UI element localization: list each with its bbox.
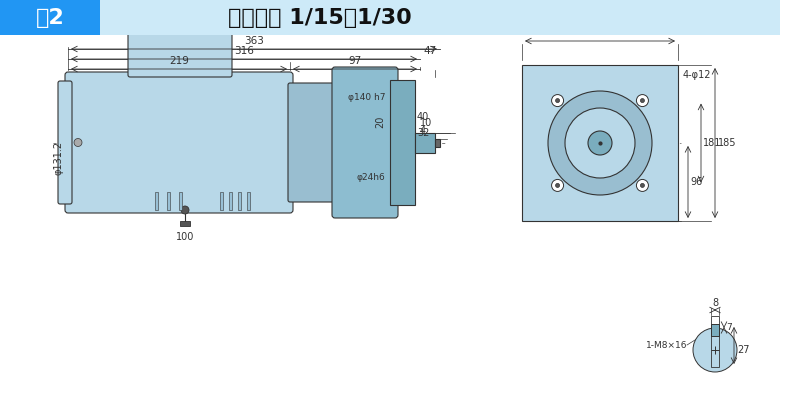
Bar <box>100 0 780 35</box>
FancyBboxPatch shape <box>65 72 293 213</box>
Text: φ131.2: φ131.2 <box>53 141 63 175</box>
Text: 4: 4 <box>420 126 426 136</box>
FancyBboxPatch shape <box>288 83 342 202</box>
Circle shape <box>693 328 737 372</box>
Text: 図2: 図2 <box>36 8 64 28</box>
FancyBboxPatch shape <box>58 81 72 204</box>
Circle shape <box>637 179 649 192</box>
Text: 1-M8×16: 1-M8×16 <box>646 341 687 350</box>
Circle shape <box>641 98 645 102</box>
Bar <box>711 324 719 336</box>
FancyBboxPatch shape <box>128 31 232 77</box>
Text: 181: 181 <box>703 138 722 148</box>
Circle shape <box>74 139 82 147</box>
Text: 20: 20 <box>375 115 385 128</box>
Circle shape <box>551 95 563 107</box>
Bar <box>435 139 440 147</box>
Circle shape <box>181 206 189 214</box>
Bar <box>238 192 241 210</box>
Circle shape <box>551 179 563 192</box>
Text: 47: 47 <box>423 46 437 56</box>
Text: 10: 10 <box>420 117 432 128</box>
Bar <box>0 0 100 35</box>
Bar <box>180 221 190 226</box>
Text: 4-φ12: 4-φ12 <box>683 70 711 80</box>
Text: 27: 27 <box>737 345 750 355</box>
Bar <box>220 192 223 210</box>
Circle shape <box>641 183 645 188</box>
Text: 7: 7 <box>726 323 732 332</box>
Text: 185: 185 <box>718 138 737 148</box>
Text: 8: 8 <box>712 298 718 308</box>
Text: 316: 316 <box>234 46 254 56</box>
Bar <box>247 192 250 210</box>
Text: 219: 219 <box>169 56 189 66</box>
Text: 170: 170 <box>590 27 610 37</box>
Text: φ140 h7: φ140 h7 <box>347 93 385 102</box>
FancyBboxPatch shape <box>332 67 398 218</box>
Bar <box>229 192 232 210</box>
Bar <box>415 132 435 153</box>
Text: 40: 40 <box>417 113 430 122</box>
Text: 363: 363 <box>244 36 264 46</box>
Circle shape <box>588 131 612 155</box>
Text: φ24h6: φ24h6 <box>356 173 385 182</box>
Text: 96: 96 <box>690 177 702 187</box>
Bar <box>155 192 158 210</box>
Text: 減速比　 1/15～1/30: 減速比 1/15～1/30 <box>228 8 412 28</box>
Circle shape <box>555 98 559 102</box>
Text: 32: 32 <box>417 128 430 138</box>
Bar <box>522 65 678 221</box>
Bar <box>179 192 182 210</box>
Circle shape <box>555 183 559 188</box>
Text: 97: 97 <box>348 56 362 66</box>
Bar <box>167 192 170 210</box>
Circle shape <box>565 108 635 178</box>
Bar <box>390 80 415 205</box>
Circle shape <box>637 95 649 107</box>
Bar <box>711 316 719 367</box>
Text: 100: 100 <box>176 232 194 242</box>
Circle shape <box>548 91 652 195</box>
